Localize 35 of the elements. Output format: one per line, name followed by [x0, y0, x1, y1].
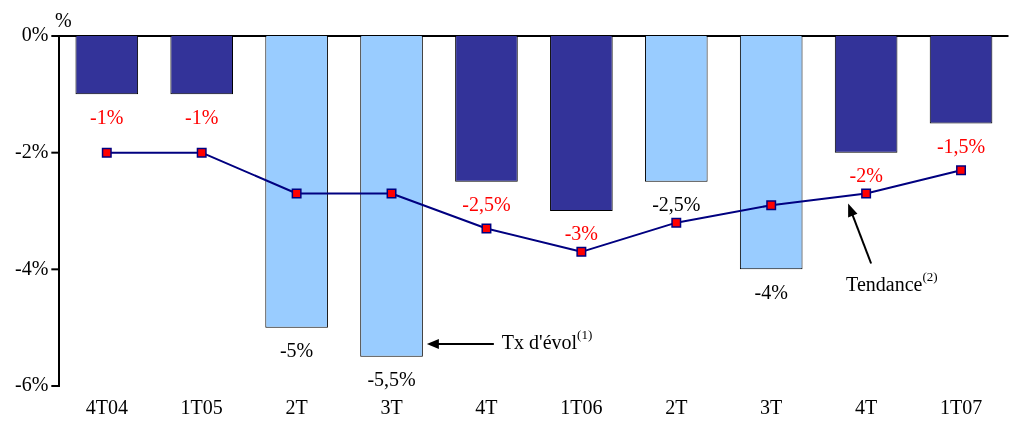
- x-tick-label: 4T: [475, 396, 498, 419]
- data-label: -5%: [279, 338, 314, 361]
- point: [196, 147, 207, 158]
- x-tick-label: 1T05: [180, 396, 223, 419]
- data-label: -1%: [90, 105, 124, 128]
- x-tick-label: 3T: [760, 396, 783, 419]
- point: [386, 188, 397, 199]
- point: [481, 223, 492, 234]
- y-tick-label: -2%: [14, 139, 49, 162]
- point: [576, 246, 587, 257]
- data-label: -1%: [185, 105, 219, 128]
- x-tick-label: 2T: [285, 396, 308, 419]
- y-tick-label: 0%: [21, 23, 49, 46]
- x-tick-label: 4T: [855, 396, 878, 419]
- y-tick-label: -6%: [14, 373, 49, 396]
- data-label: -1,5%: [936, 134, 986, 157]
- y-axis-title: %: [54, 9, 72, 32]
- data-label: -4%: [754, 280, 788, 303]
- data-label: -3%: [564, 222, 599, 245]
- x-tick-label: 4T04: [85, 396, 128, 419]
- point: [956, 165, 967, 176]
- x-tick-label: 3T: [380, 396, 403, 419]
- x-tick-label: 1T07: [939, 396, 983, 419]
- point: [291, 188, 302, 199]
- point: [766, 200, 777, 211]
- point: [671, 217, 682, 228]
- x-tick-label: 2T: [665, 396, 688, 419]
- data-label: -2,5%: [462, 193, 511, 216]
- data-label: -2,5%: [652, 193, 701, 216]
- x-tick-label: 1T06: [560, 396, 603, 419]
- point: [861, 188, 872, 199]
- point: [101, 147, 112, 158]
- data-label: -5,5%: [367, 368, 416, 391]
- data-label: -2%: [849, 163, 883, 186]
- y-tick-label: -4%: [14, 256, 49, 279]
